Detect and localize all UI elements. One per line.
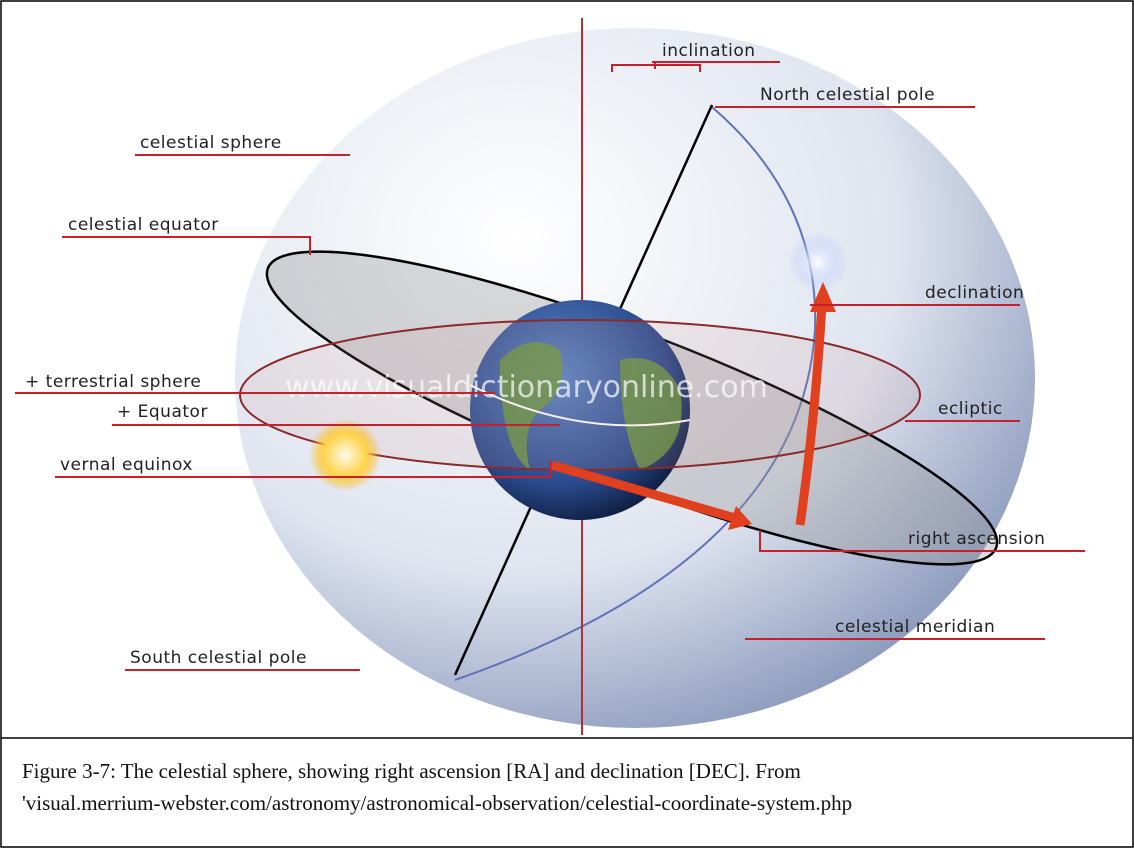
- sun: [309, 419, 381, 491]
- star: [788, 232, 848, 292]
- leader: [759, 530, 1085, 552]
- leader: [62, 236, 311, 255]
- label: South celestial pole: [130, 648, 307, 668]
- label: North celestial pole: [760, 85, 935, 105]
- watermark: www.visualdictionaryonline.com: [285, 370, 768, 405]
- continents: [500, 342, 682, 470]
- caption: Figure 3-7: The celestial sphere, showin…: [22, 759, 801, 783]
- label: declination: [925, 283, 1024, 303]
- label: vernal equinox: [60, 455, 193, 475]
- meridian: [454, 106, 817, 681]
- label: + Equator: [117, 402, 208, 422]
- label: celestial meridian: [835, 617, 995, 637]
- label: celestial equator: [68, 215, 219, 235]
- label: ecliptic: [938, 399, 1003, 419]
- label: + terrestrial sphere: [25, 372, 201, 392]
- label: celestial sphere: [140, 133, 282, 153]
- dec-arrow: [795, 304, 827, 526]
- label: inclination: [662, 41, 756, 61]
- leader: [611, 61, 780, 72]
- label: right ascension: [908, 529, 1045, 549]
- ra-arrow: [550, 460, 737, 523]
- ra-arrowhead: [728, 506, 752, 530]
- caption: 'visual.merrium-webster.com/astronomy/as…: [22, 791, 852, 815]
- earth-equator: [469, 384, 691, 427]
- leader: [55, 460, 551, 478]
